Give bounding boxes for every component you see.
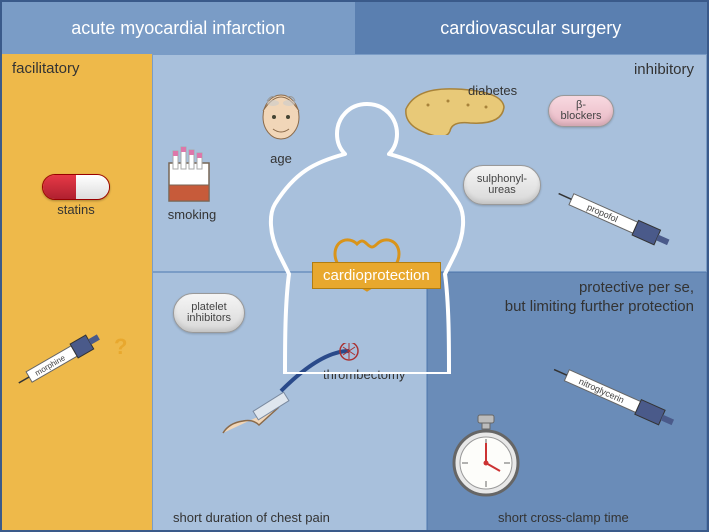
statins-label: statins	[57, 202, 95, 217]
row-top: inhibitory smoking	[152, 54, 707, 272]
diabetes-item: diabetes	[398, 79, 508, 135]
thrombectomy-label: thrombectomy	[323, 367, 405, 382]
row-bottom: platelet inhibitors thrombectomy	[152, 272, 707, 532]
protective-line1: protective per se,	[579, 279, 694, 296]
protective-label: protective per se, but limiting further …	[505, 279, 694, 317]
protective-right-panel: protective per se, but limiting further …	[427, 272, 707, 532]
old-man-icon	[253, 83, 309, 149]
cardioprotection-tag: cardioprotection	[312, 262, 441, 289]
facilitatory-label: facilitatory	[12, 60, 80, 77]
morphine-item: morphine	[12, 321, 113, 395]
main-area: cardioprotection inhibitory	[152, 54, 707, 532]
thrombectomy-item: thrombectomy	[213, 343, 363, 443]
svg-text:propofol: propofol	[586, 202, 620, 224]
header: acute myocardial infarction cardiovascul…	[2, 2, 707, 54]
smoking-item: smoking	[163, 145, 221, 222]
diabetes-label: diabetes	[468, 83, 517, 98]
cross-clamp-label: short cross-clamp time	[498, 510, 629, 525]
platelet-inhibitors-item: platelet inhibitors	[173, 293, 245, 333]
header-left-text: acute myocardial infarction	[71, 18, 285, 39]
inhibitory-label: inhibitory	[634, 61, 694, 78]
infographic-frame: acute myocardial infarction cardiovascul…	[0, 0, 709, 532]
stopwatch-icon	[448, 413, 524, 499]
protective-line2: but limiting further protection	[505, 298, 694, 315]
header-left: acute myocardial infarction	[2, 2, 355, 54]
stopwatch-item	[448, 413, 524, 499]
statins-item: statins	[42, 174, 110, 217]
protective-left-panel: platelet inhibitors thrombectomy	[152, 272, 427, 532]
thrombectomy-icon	[213, 343, 363, 443]
smoking-label: smoking	[168, 207, 216, 222]
capsule-icon	[42, 174, 110, 200]
svg-text:nitroglycerin: nitroglycerin	[577, 376, 625, 405]
pill-icon: β- blockers	[548, 95, 614, 127]
facilitatory-panel: facilitatory statins morphine ?	[2, 54, 152, 532]
syringe-icon: nitroglycerin	[548, 356, 688, 440]
age-label: age	[270, 151, 292, 166]
header-right: cardiovascular surgery	[355, 2, 708, 54]
syringe-icon: morphine	[12, 321, 113, 395]
body: facilitatory statins morphine ?	[2, 54, 707, 532]
propofol-item: propofol	[553, 180, 684, 260]
pill-icon: sulphonyl- ureas	[463, 165, 541, 205]
beta-blockers-item: β- blockers	[548, 95, 614, 127]
cigarette-pack-icon	[163, 145, 221, 205]
nitroglycerin-item: nitroglycerin	[548, 356, 688, 440]
sulphonylureas-item: sulphonyl- ureas	[463, 165, 541, 205]
header-right-text: cardiovascular surgery	[440, 18, 621, 39]
inhibitory-panel: inhibitory smoking	[152, 54, 707, 272]
chest-pain-label: short duration of chest pain	[173, 510, 330, 525]
syringe-icon: propofol	[553, 180, 684, 260]
age-item: age	[253, 83, 309, 166]
pill-icon: platelet inhibitors	[173, 293, 245, 333]
question-mark-icon: ?	[114, 334, 127, 360]
